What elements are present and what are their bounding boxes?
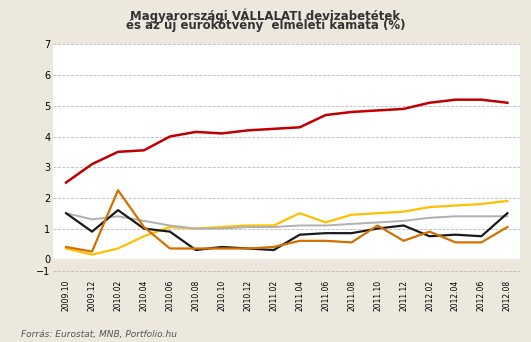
Text: és az új eurókötvény  elméleti kamata (%): és az új eurókötvény elméleti kamata (%) (126, 19, 405, 32)
Text: Forrás: Eurostat, MNB, Portfolio.hu: Forrás: Eurostat, MNB, Portfolio.hu (21, 330, 177, 339)
Text: Magyarországi VÁLLALATI devizabetétek: Magyarországi VÁLLALATI devizabetétek (131, 9, 400, 23)
